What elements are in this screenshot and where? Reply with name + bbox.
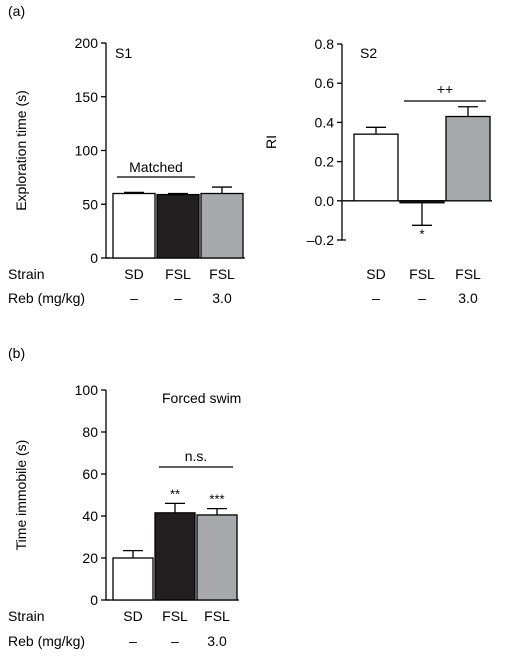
dose-label: – [130, 290, 138, 306]
y-tick-label: –0.2 [307, 232, 334, 248]
bar [353, 133, 399, 202]
row-label-strain-b: Strain [8, 608, 45, 624]
dose-label: 3.0 [212, 290, 232, 306]
dose-label: – [372, 290, 380, 306]
dose-label: – [129, 633, 137, 649]
annotation-label: n.s. [185, 448, 208, 464]
y-tick-label: 0.0 [315, 193, 335, 209]
x-tick-label: FSL [162, 608, 188, 624]
y-axis-label: Exploration time (s) [13, 90, 29, 211]
chart-title: S2 [360, 45, 377, 61]
x-tick-label: SD [123, 608, 142, 624]
x-tick-label: FSL [204, 608, 230, 624]
y-tick-label: 40 [82, 508, 98, 524]
y-tick-label: 0.6 [315, 75, 335, 91]
dose-label: – [171, 633, 179, 649]
y-tick-label: 0.2 [315, 154, 335, 170]
bar [112, 557, 154, 601]
chart-s1: 0 50 100 150 200 Exploration time (s) S1 SD – FSL… [13, 35, 245, 306]
chart-forced-swim: 0 20 40 60 80 100 Time immobile (s) Forced swim… [13, 382, 241, 649]
y-tick-label: 150 [75, 89, 99, 105]
panel-b-tag: (b) [8, 345, 25, 361]
bar [196, 514, 238, 601]
bar [154, 512, 196, 601]
bar-label: *** [209, 492, 224, 507]
chart-title: S1 [115, 45, 132, 61]
x-tick-label: FSL [165, 266, 191, 282]
y-tick-label: 0 [90, 250, 98, 266]
panel-a-tag: (a) [8, 3, 25, 19]
y-tick-label: 20 [82, 550, 98, 566]
bar-label: * [419, 226, 424, 241]
bar-label: ** [170, 486, 180, 501]
bar [445, 115, 491, 202]
x-tick-label: FSL [209, 266, 235, 282]
row-label-reb-a: Reb (mg/kg) [8, 290, 85, 306]
y-tick-label: 200 [75, 35, 99, 51]
x-tick-label: FSL [409, 266, 435, 282]
x-tick-label: SD [124, 266, 143, 282]
x-tick-label: FSL [455, 266, 481, 282]
annotation-label: ++ [437, 81, 453, 97]
y-tick-label: 80 [82, 424, 98, 440]
dose-label: – [418, 290, 426, 306]
y-tick-label: 60 [82, 466, 98, 482]
y-tick-label: 100 [75, 382, 99, 398]
bar [156, 193, 200, 259]
row-label-reb-b: Reb (mg/kg) [8, 633, 85, 649]
bar [200, 192, 244, 259]
dose-label: – [174, 290, 182, 306]
x-tick-label: SD [366, 266, 385, 282]
y-tick-label: 0.8 [315, 36, 335, 52]
dose-label: 3.0 [458, 290, 478, 306]
y-axis-label: RI [263, 135, 279, 149]
y-axis-label: Time immobile (s) [13, 440, 29, 551]
bar [399, 200, 445, 204]
row-label-strain-a: Strain [8, 266, 45, 282]
y-tick-label: 50 [82, 196, 98, 212]
y-tick-label: 0.4 [315, 114, 335, 130]
chart-s2: –0.2 0.0 0.2 0.4 0.6 0.8 RI S2 SD – * FSL – FSL 3.0 ++ [263, 36, 492, 306]
y-tick-label: 100 [75, 143, 99, 159]
y-tick-label: 0 [90, 592, 98, 608]
dose-label: 3.0 [207, 633, 227, 649]
annotation-label: Matched [129, 159, 183, 175]
bar [112, 192, 156, 259]
chart-title: Forced swim [162, 390, 241, 406]
